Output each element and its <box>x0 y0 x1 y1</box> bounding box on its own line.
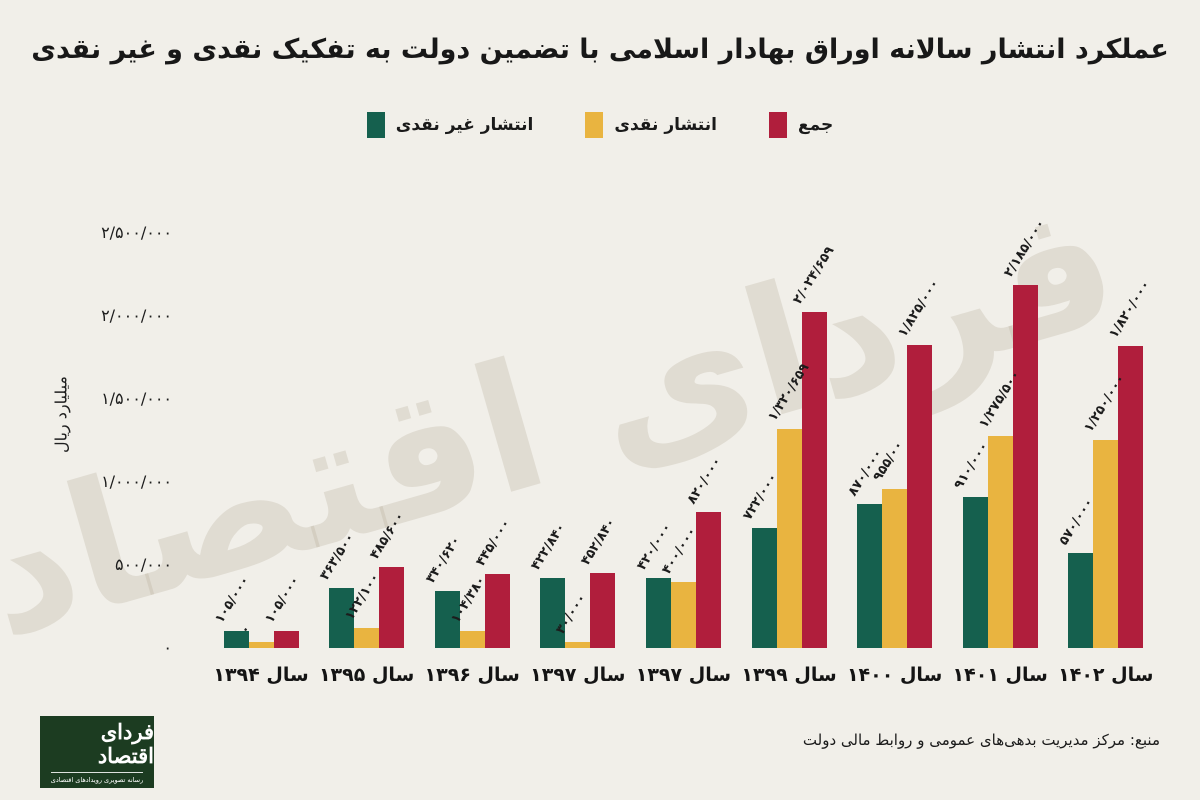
y-axis-title: میلیارد ریال <box>51 376 71 454</box>
bar-cash-2 <box>459 631 485 648</box>
y-tick: ۵۰۰/۰۰۰ <box>115 555 172 574</box>
bar-value-label-total-2: ۴۴۵/۰۰۰ <box>472 516 514 569</box>
source-note: منبع: مرکز مدیریت بدهی‌های عمومی و روابط… <box>802 731 1160 749</box>
bar-value-label-noncash-5: ۷۲۲/۰۰۰ <box>739 470 781 523</box>
chart-title: عملکرد انتشار سالانه اوراق بهادار اسلامی… <box>31 34 1169 65</box>
bar-noncash-5 <box>751 528 777 648</box>
x-axis-label-3: سال ۱۳۹۷ <box>530 664 626 686</box>
y-tick: ۲/۰۰۰/۰۰۰ <box>101 306 172 325</box>
bar-value-label-total-8: ۱/۸۲۰/۰۰۰ <box>1106 277 1154 341</box>
bar-total-6 <box>907 345 933 648</box>
x-axis-label-0: سال ۱۳۹۴ <box>213 664 309 686</box>
bar-value-label-total-7: ۲/۱۸۵/۰۰۰ <box>1000 216 1049 280</box>
legend-swatch-cash-icon <box>585 112 604 138</box>
bar-noncash-1 <box>329 588 355 648</box>
bar-cash-3 <box>565 642 591 648</box>
bar-total-2 <box>484 574 510 648</box>
bar-total-1 <box>379 567 405 648</box>
x-axis-label-8: سال ۱۴۰۲ <box>1058 664 1154 686</box>
bar-total-3 <box>590 573 616 648</box>
bar-value-label-total-5: ۲/۰۲۴/۶۵۹ <box>789 243 837 307</box>
bar-value-label-noncash-1: ۳۶۳/۵۰۰ <box>317 530 358 583</box>
bar-noncash-8 <box>1068 553 1094 648</box>
legend-swatch-total-icon <box>768 112 787 138</box>
y-tick: ۱/۰۰۰/۰۰۰ <box>101 472 172 491</box>
bar-noncash-7 <box>962 497 988 648</box>
bar-value-label-total-1: ۴۸۵/۶۰۰ <box>367 509 408 562</box>
bar-cash-5 <box>776 429 802 648</box>
bar-value-label-total-0: ۱۰۵/۰۰۰ <box>261 573 303 626</box>
bar-noncash-0 <box>223 631 249 648</box>
bar-noncash-3 <box>540 578 566 648</box>
bar-noncash-2 <box>434 591 460 648</box>
y-tick: ۲/۵۰۰/۰۰۰ <box>101 223 172 242</box>
bar-total-0 <box>273 631 299 648</box>
legend: انتشار غیر نقدی انتشار نقدی جمع <box>0 112 1200 138</box>
legend-item-noncash: انتشار غیر نقدی <box>366 112 534 138</box>
x-axis-label-4: سال ۱۳۹۷ <box>635 664 732 686</box>
bar-value-label-noncash-2: ۳۴۰/۶۲۰ <box>422 533 464 586</box>
bar-cash-0 <box>248 642 274 648</box>
bar-value-label-noncash-8: ۵۷۰/۰۰۰ <box>1056 495 1098 548</box>
bar-value-label-total-4: ۸۲۰/۰۰۰ <box>684 454 725 507</box>
y-tick: ۰ <box>163 638 172 657</box>
bar-value-label-total-3: ۴۵۲/۸۴۰ <box>578 515 620 568</box>
x-axis-label-1: سال ۱۳۹۵ <box>318 664 415 686</box>
bar-cash-6 <box>882 489 908 648</box>
bar-value-label-noncash-0: ۱۰۵/۰۰۰ <box>211 573 253 626</box>
x-axis-label-2: سال ۱۳۹۶ <box>424 664 520 686</box>
legend-label-total: جمع <box>797 115 834 135</box>
bar-cash-8 <box>1093 440 1119 648</box>
bar-value-label-noncash-3: ۴۲۲/۸۴۰ <box>528 520 570 573</box>
bar-noncash-6 <box>857 504 883 648</box>
legend-item-total: جمع <box>768 112 834 138</box>
legend-label-cash: انتشار نقدی <box>614 115 717 135</box>
bar-total-8 <box>1118 346 1144 648</box>
bar-cash-7 <box>987 436 1013 648</box>
plot-area: ۱۰۵/۰۰۰ ۰ ۱۰۵/۰۰۰ ۳۶۳/۵۰۰ ۱۲۲/۱۰۰ ۴۸۵/۶۰۰ ۳۴۰/… <box>198 217 1170 648</box>
bar-total-7 <box>1012 285 1038 648</box>
publisher-logo: فردای اقتصاد رسانه تصویری رویدادهای اقتص… <box>40 716 154 788</box>
x-axis-label-6: سال ۱۴۰۰ <box>846 664 943 686</box>
y-tick: ۱/۵۰۰/۰۰۰ <box>101 389 172 408</box>
x-axis-label-5: سال ۱۳۹۹ <box>741 664 837 686</box>
bar-value-label-total-6: ۱/۸۲۵/۰۰۰ <box>895 276 943 340</box>
bar-total-4 <box>695 512 721 648</box>
x-axis-label-7: سال ۱۴۰۱ <box>952 664 1048 686</box>
legend-swatch-noncash-icon <box>366 112 385 138</box>
bar-cash-1 <box>354 628 380 648</box>
bar-cash-4 <box>670 582 696 648</box>
bar-total-5 <box>801 312 827 648</box>
legend-label-noncash: انتشار غیر نقدی <box>395 115 534 135</box>
publisher-logo-subtitle: رسانه تصویری رویدادهای اقتصادی <box>50 772 144 784</box>
legend-item-cash: انتشار نقدی <box>585 112 717 138</box>
bar-value-label-noncash-7: ۹۱۰/۰۰۰ <box>950 439 992 492</box>
bar-noncash-4 <box>645 578 671 648</box>
publisher-logo-title: فردای اقتصاد <box>97 719 154 768</box>
